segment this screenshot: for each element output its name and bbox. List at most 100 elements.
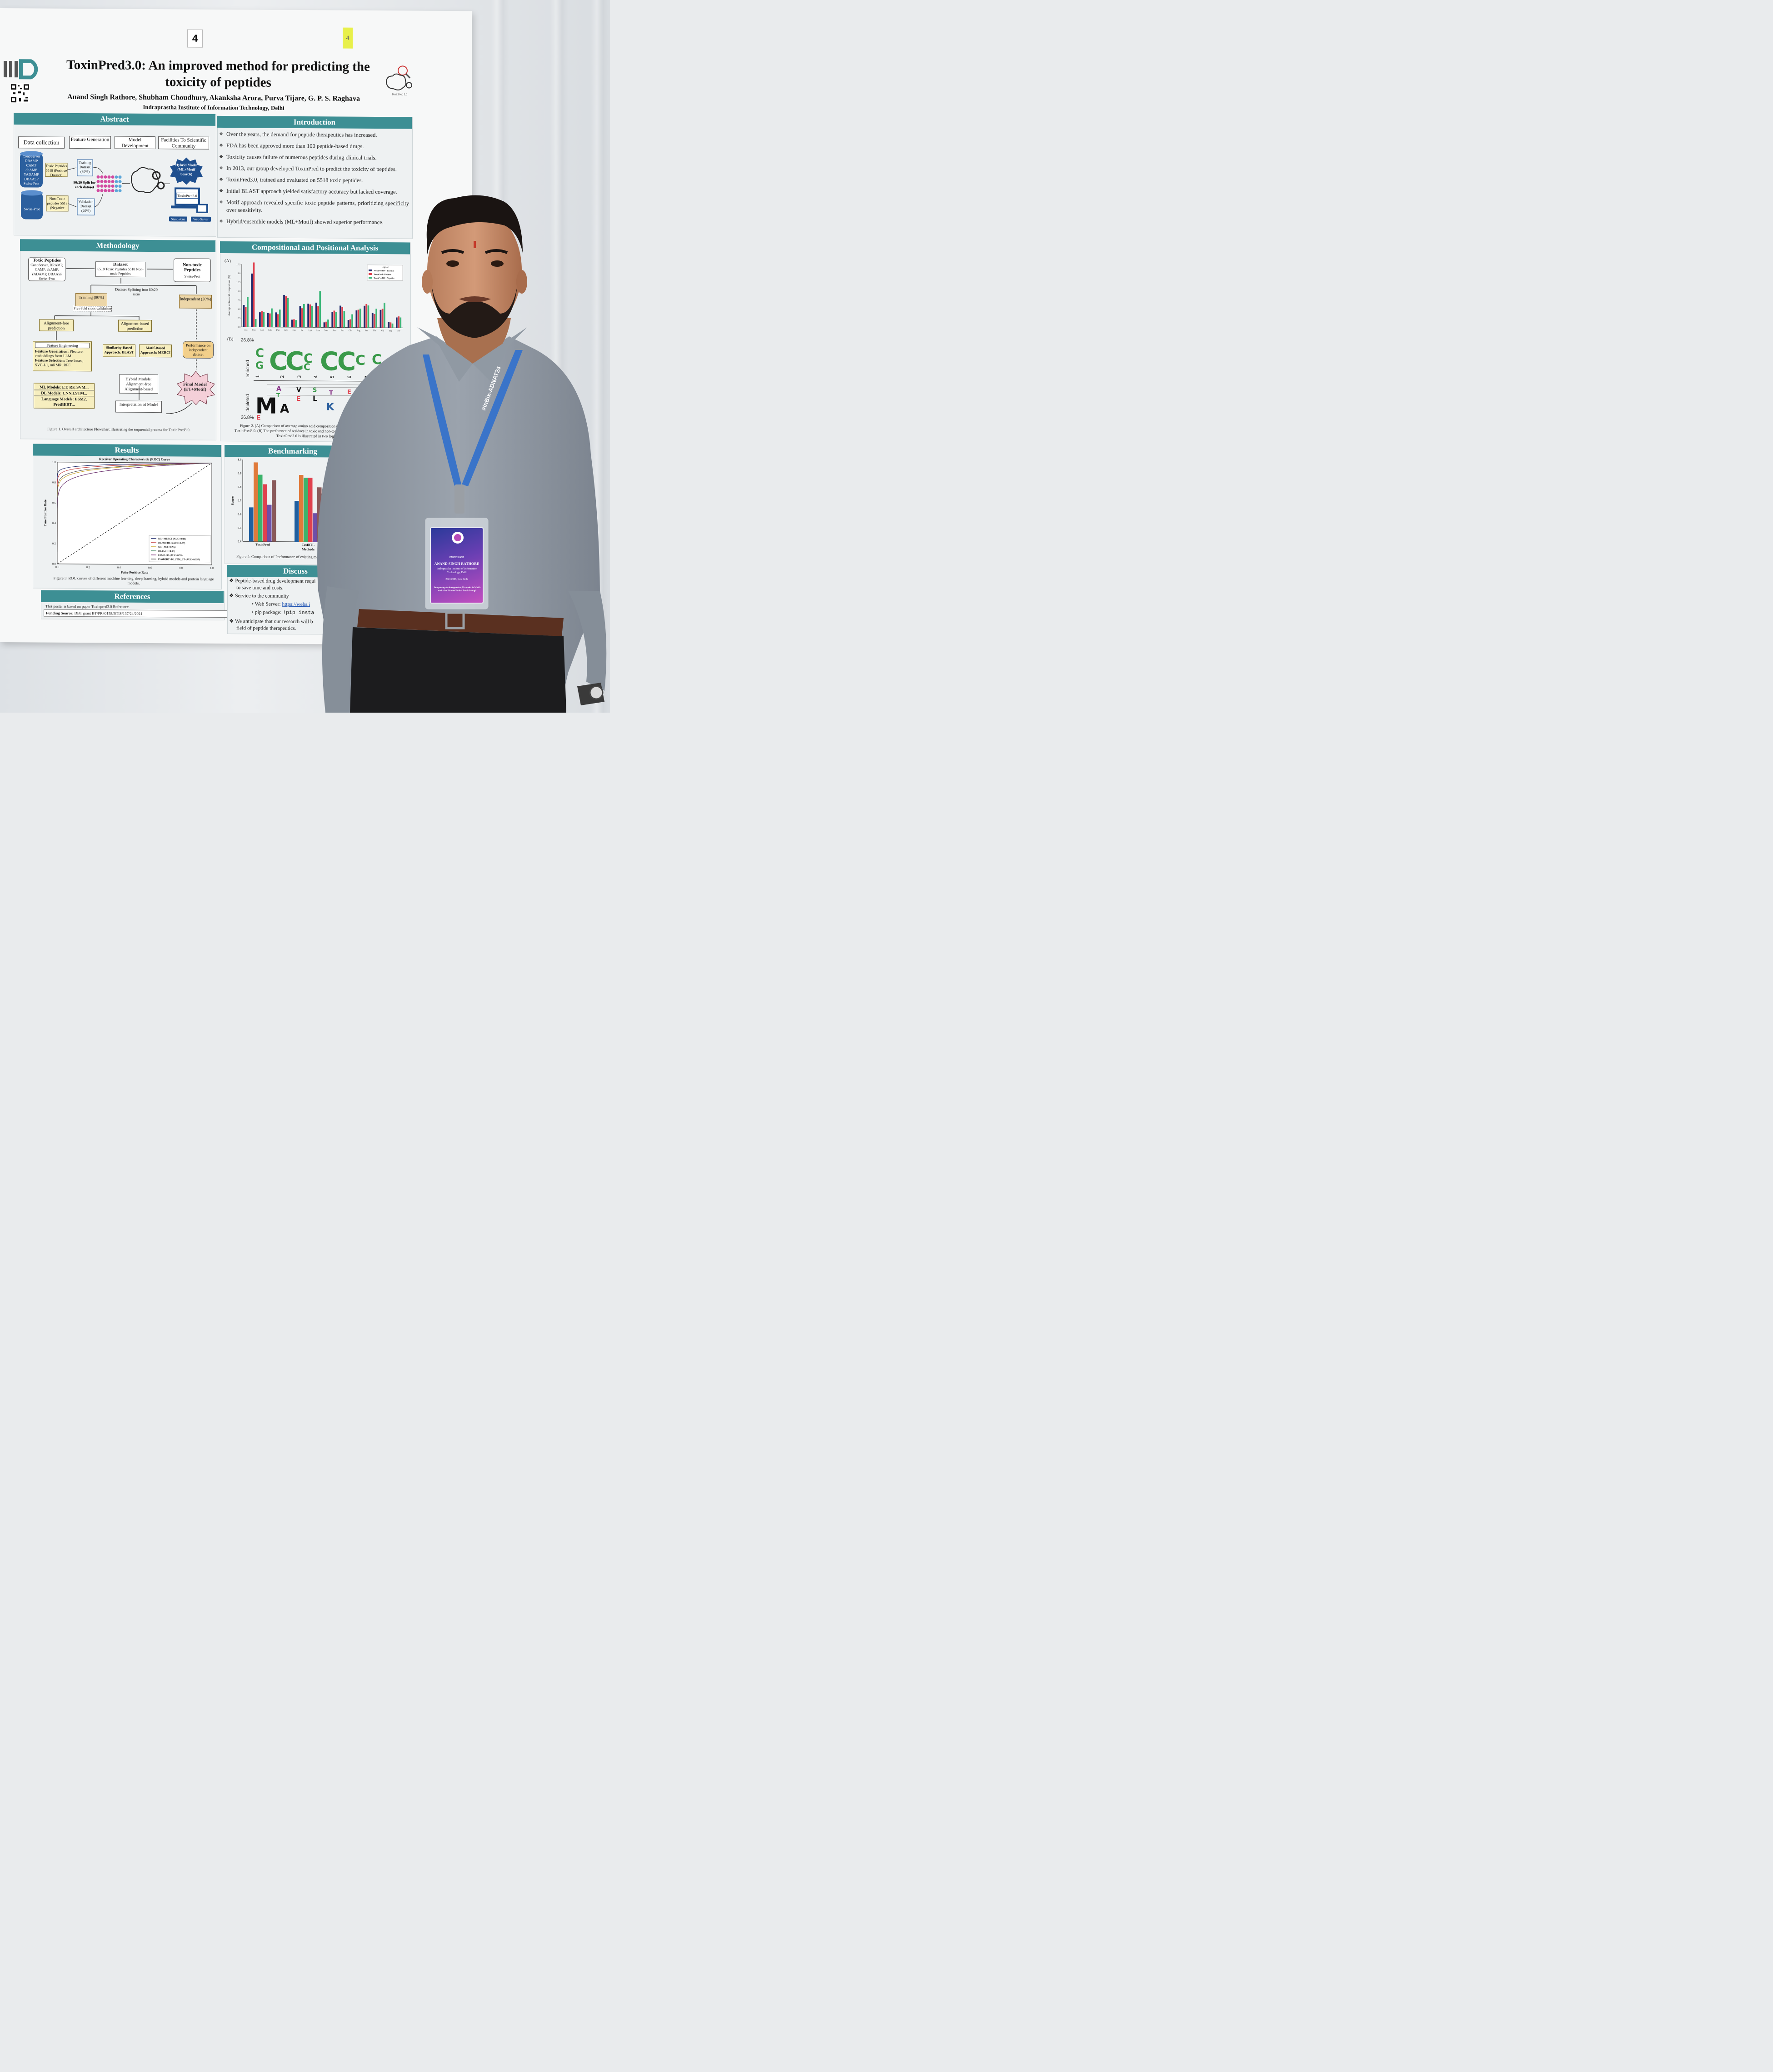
bar <box>251 273 253 327</box>
intro-item: Motif approach revealed specific toxic p… <box>219 199 409 215</box>
db-label: Swiss-Prot <box>24 207 40 211</box>
bar <box>398 316 400 328</box>
bar <box>304 478 308 542</box>
name-badge: PARTICIPANT ANAND SINGH RATHORE Indrapra… <box>430 527 484 604</box>
webserver-label: Web-Server <box>193 218 209 221</box>
references-text: This poster is based on paper Toxinpred3… <box>45 604 130 609</box>
photo-scene: 4 4 ToxinPred3.0: An improved method for… <box>0 0 610 713</box>
validation-dataset-label: Validation Dataset (20%) <box>78 200 94 213</box>
training-dataset-label: Training Dataset (80%) <box>79 160 91 174</box>
bar <box>317 487 322 542</box>
logo-position: 6 <box>347 375 352 378</box>
bar <box>359 309 361 328</box>
y-tick-label: 10.0 <box>236 290 240 293</box>
discussion-item: We anticipate that our research will b <box>235 619 313 625</box>
compositional-heading: Compositional and Positional Analysis <box>220 241 410 255</box>
bar <box>271 308 273 327</box>
split-label: 80:20 Split for each dataset <box>73 180 96 190</box>
logo-letter: E <box>296 395 301 403</box>
logo-position: 5 <box>330 375 335 378</box>
db-label: YADAMP <box>24 172 39 176</box>
bar <box>291 320 293 327</box>
bar <box>247 297 249 327</box>
legend-entry: ESM2-t33 (AUC=0.93) <box>158 554 183 557</box>
x-tick-label: Cys <box>252 329 256 331</box>
web-label: Web Server: <box>255 601 281 607</box>
sticky-note: 4 <box>343 27 353 49</box>
discussion-item-cont: field of peptide therapeutics. <box>236 625 296 631</box>
diagonal-reference <box>57 463 212 564</box>
y-tick-label: 0.9 <box>238 472 242 475</box>
bar <box>388 322 390 328</box>
brain-gear-logo-icon: ToxinPred 3.0 <box>385 65 412 96</box>
discussion-item-cont: to save time and costs. <box>236 585 284 591</box>
abstract-step-feature-generation: Feature Generation <box>69 135 111 149</box>
funding-label: Funding Source: <box>46 610 74 615</box>
funding-text: DBT grant BT/PR40158/BTIS/137/24/2021 <box>74 610 143 616</box>
bar <box>355 310 358 328</box>
intro-item: Over the years, the demand for peptide t… <box>219 130 409 140</box>
y-tick-label: 15.0 <box>236 273 240 275</box>
results-heading: Results <box>33 444 221 457</box>
bar <box>263 312 265 327</box>
y-tick-label: 0.2 <box>52 542 56 545</box>
db-label: dbAMP <box>25 168 37 172</box>
x-tick-label: 1.0 <box>210 567 214 570</box>
bar <box>267 313 269 327</box>
methodology-arrows <box>54 268 197 414</box>
bar <box>340 305 341 328</box>
references-heading: References <box>41 590 224 604</box>
figure2-caption-3: ToxinPred3.0 is illustrated in two logo … <box>276 433 343 439</box>
bar <box>255 319 257 327</box>
legend-entry: ML+MERCI (AUC=0.98) <box>158 537 186 540</box>
logo-letter: C <box>269 347 288 376</box>
intro-item: Toxicity causes failure of numerous pept… <box>219 153 409 162</box>
logo-position: 3 <box>297 375 302 378</box>
logo-letter: C <box>355 353 365 369</box>
y-axis-label: True Positive Rate <box>43 499 47 526</box>
logo-letter: C <box>337 347 356 377</box>
x-tick-label: Gln <box>349 330 352 332</box>
bar <box>258 474 263 542</box>
intro-item: Hybrid/ensemble models (ML+Motif) showed… <box>219 218 409 227</box>
y-tick-label: 7.5 <box>238 300 241 302</box>
legend-title: Legend <box>382 266 389 269</box>
x-axis <box>242 326 403 328</box>
cloth-fold <box>491 0 509 713</box>
bar <box>272 480 276 542</box>
bar <box>331 312 334 328</box>
logo-bottom-percent: 26.8% <box>241 415 254 420</box>
abstract-step-model-development: Model Development <box>115 136 155 150</box>
legend-box <box>367 265 403 281</box>
bar <box>367 305 370 328</box>
bar <box>327 320 329 328</box>
x-tick-label: His <box>293 330 296 332</box>
bar <box>341 307 343 328</box>
y-tick-label: 0.6 <box>52 501 56 504</box>
x-tick-label: Asp <box>260 329 264 331</box>
bar <box>293 319 295 327</box>
bar <box>311 305 313 328</box>
web-server-link[interactable]: https://webs.i <box>282 601 310 608</box>
roc-curve <box>57 463 212 564</box>
legend-entry: ToxinPred3.0 - Positive <box>374 270 394 272</box>
bar <box>365 304 368 328</box>
introduction-list: Over the years, the demand for peptide t… <box>219 130 409 230</box>
bar <box>295 500 299 542</box>
bar <box>335 312 337 328</box>
roc-curve <box>57 463 212 564</box>
poster-institution: Indraprastha Institute of Information Te… <box>143 103 285 111</box>
bar <box>383 302 385 328</box>
poster-authors: Anand Singh Rathore, Shubham Choudhury, … <box>67 93 360 103</box>
bar <box>343 311 345 328</box>
pip-command: !pip insta <box>283 609 315 616</box>
iiitd-logo-icon <box>4 59 38 80</box>
x-tick-label: Trp <box>389 330 393 332</box>
intro-item: In 2013, our group developed ToxinPred t… <box>219 165 409 174</box>
abstract-step-data-collection: Data collection <box>18 136 65 149</box>
sequence-logo: 26.8% 26.8% enriched depleted C G C C C … <box>241 338 390 422</box>
y-tick-label: 0.0 <box>52 563 56 566</box>
legend-entry: ToxinPred - Positive <box>374 273 391 275</box>
x-tick-label: 0.0 <box>55 566 59 569</box>
bar <box>307 304 309 328</box>
